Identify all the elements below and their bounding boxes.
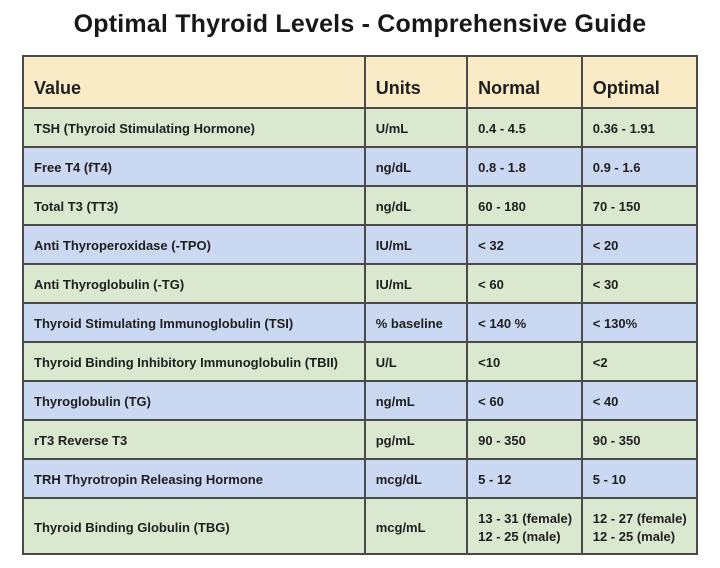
cell-value: rT3 Reverse T3 bbox=[22, 419, 366, 460]
table-row: Anti Thyroperoxidase (-TPO) IU/mL < 32 < 20 bbox=[22, 224, 699, 265]
cell-value: Thyroglobulin (TG) bbox=[22, 380, 366, 421]
cell-optimal: < 30 bbox=[580, 263, 699, 304]
cell-normal: < 60 bbox=[466, 263, 583, 304]
cell-optimal: 90 - 350 bbox=[580, 419, 699, 460]
page-title: Optimal Thyroid Levels - Comprehensive G… bbox=[73, 10, 647, 38]
cell-units: mcg/dL bbox=[363, 458, 469, 499]
table-row: rT3 Reverse T3 pg/mL 90 - 350 90 - 350 bbox=[22, 419, 699, 460]
table-body: TSH (Thyroid Stimulating Hormone) U/mL 0.4… bbox=[22, 107, 699, 555]
table-row: Thyroid Stimulating Immunoglobulin (TSI)… bbox=[22, 302, 699, 343]
cell-units: pg/mL bbox=[363, 419, 469, 460]
cell-optimal: 5 - 10 bbox=[580, 458, 699, 499]
cell-normal: < 60 bbox=[466, 380, 583, 421]
cell-units: % baseline bbox=[363, 302, 469, 343]
cell-value: Free T4 (fT4) bbox=[22, 146, 366, 187]
cell-value: Thyroid Binding Globulin (TBG) bbox=[22, 497, 366, 555]
cell-normal: < 140 % bbox=[466, 302, 583, 343]
cell-normal: 13 - 31 (female) 12 - 25 (male) bbox=[466, 497, 583, 555]
table-row: Anti Thyroglobulin (-TG) IU/mL < 60 < 30 bbox=[22, 263, 699, 304]
column-header-optimal: Optimal bbox=[580, 55, 699, 109]
cell-value: TSH (Thyroid Stimulating Hormone) bbox=[22, 107, 366, 148]
cell-value: Anti Thyroperoxidase (-TPO) bbox=[22, 224, 366, 265]
cell-units: ng/dL bbox=[363, 185, 469, 226]
table-row: Total T3 (TT3) ng/dL 60 - 180 70 - 150 bbox=[22, 185, 699, 226]
cell-normal: 90 - 350 bbox=[466, 419, 583, 460]
cell-value: TRH Thyrotropin Releasing Hormone bbox=[22, 458, 366, 499]
cell-optimal: < 20 bbox=[580, 224, 699, 265]
cell-units: U/mL bbox=[363, 107, 469, 148]
cell-normal: 5 - 12 bbox=[466, 458, 583, 499]
cell-normal: 60 - 180 bbox=[466, 185, 583, 226]
cell-value: Thyroid Binding Inhibitory Immunoglobuli… bbox=[22, 341, 366, 382]
table-row: Thyroid Binding Inhibitory Immunoglobuli… bbox=[22, 341, 699, 382]
cell-optimal: 0.9 - 1.6 bbox=[580, 146, 699, 187]
cell-normal: < 32 bbox=[466, 224, 583, 265]
cell-value: Anti Thyroglobulin (-TG) bbox=[22, 263, 366, 304]
cell-optimal: < 130% bbox=[580, 302, 699, 343]
cell-units: IU/mL bbox=[363, 224, 469, 265]
header-row: Value Units Normal Optimal bbox=[22, 55, 699, 109]
cell-value: Total T3 (TT3) bbox=[22, 185, 366, 226]
column-header-normal: Normal bbox=[466, 55, 583, 109]
column-header-value: Value bbox=[22, 55, 366, 109]
table-row: Thyroglobulin (TG) ng/mL < 60 < 40 bbox=[22, 380, 699, 421]
cell-value: Thyroid Stimulating Immunoglobulin (TSI) bbox=[22, 302, 366, 343]
cell-normal: 0.4 - 4.5 bbox=[466, 107, 583, 148]
table-row: Thyroid Binding Globulin (TBG) mcg/mL 13 -… bbox=[22, 497, 699, 555]
table-row: Free T4 (fT4) ng/dL 0.8 - 1.8 0.9 - 1.6 bbox=[22, 146, 699, 187]
thyroid-levels-table: Value Units Normal Optimal TSH (Thyroid … bbox=[22, 55, 699, 555]
cell-units: U/L bbox=[363, 341, 469, 382]
cell-optimal: <2 bbox=[580, 341, 699, 382]
cell-optimal: < 40 bbox=[580, 380, 699, 421]
cell-units: ng/mL bbox=[363, 380, 469, 421]
cell-units: ng/dL bbox=[363, 146, 469, 187]
cell-units: IU/mL bbox=[363, 263, 469, 304]
cell-normal: <10 bbox=[466, 341, 583, 382]
table-row: TRH Thyrotropin Releasing Hormone mcg/dL 5… bbox=[22, 458, 699, 499]
cell-units: mcg/mL bbox=[363, 497, 469, 555]
column-header-units: Units bbox=[363, 55, 469, 109]
cell-optimal: 70 - 150 bbox=[580, 185, 699, 226]
cell-optimal: 0.36 - 1.91 bbox=[580, 107, 699, 148]
cell-normal: 0.8 - 1.8 bbox=[466, 146, 583, 187]
table-row: TSH (Thyroid Stimulating Hormone) U/mL 0.4… bbox=[22, 107, 699, 148]
cell-optimal: 12 - 27 (female) 12 - 25 (male) bbox=[580, 497, 699, 555]
